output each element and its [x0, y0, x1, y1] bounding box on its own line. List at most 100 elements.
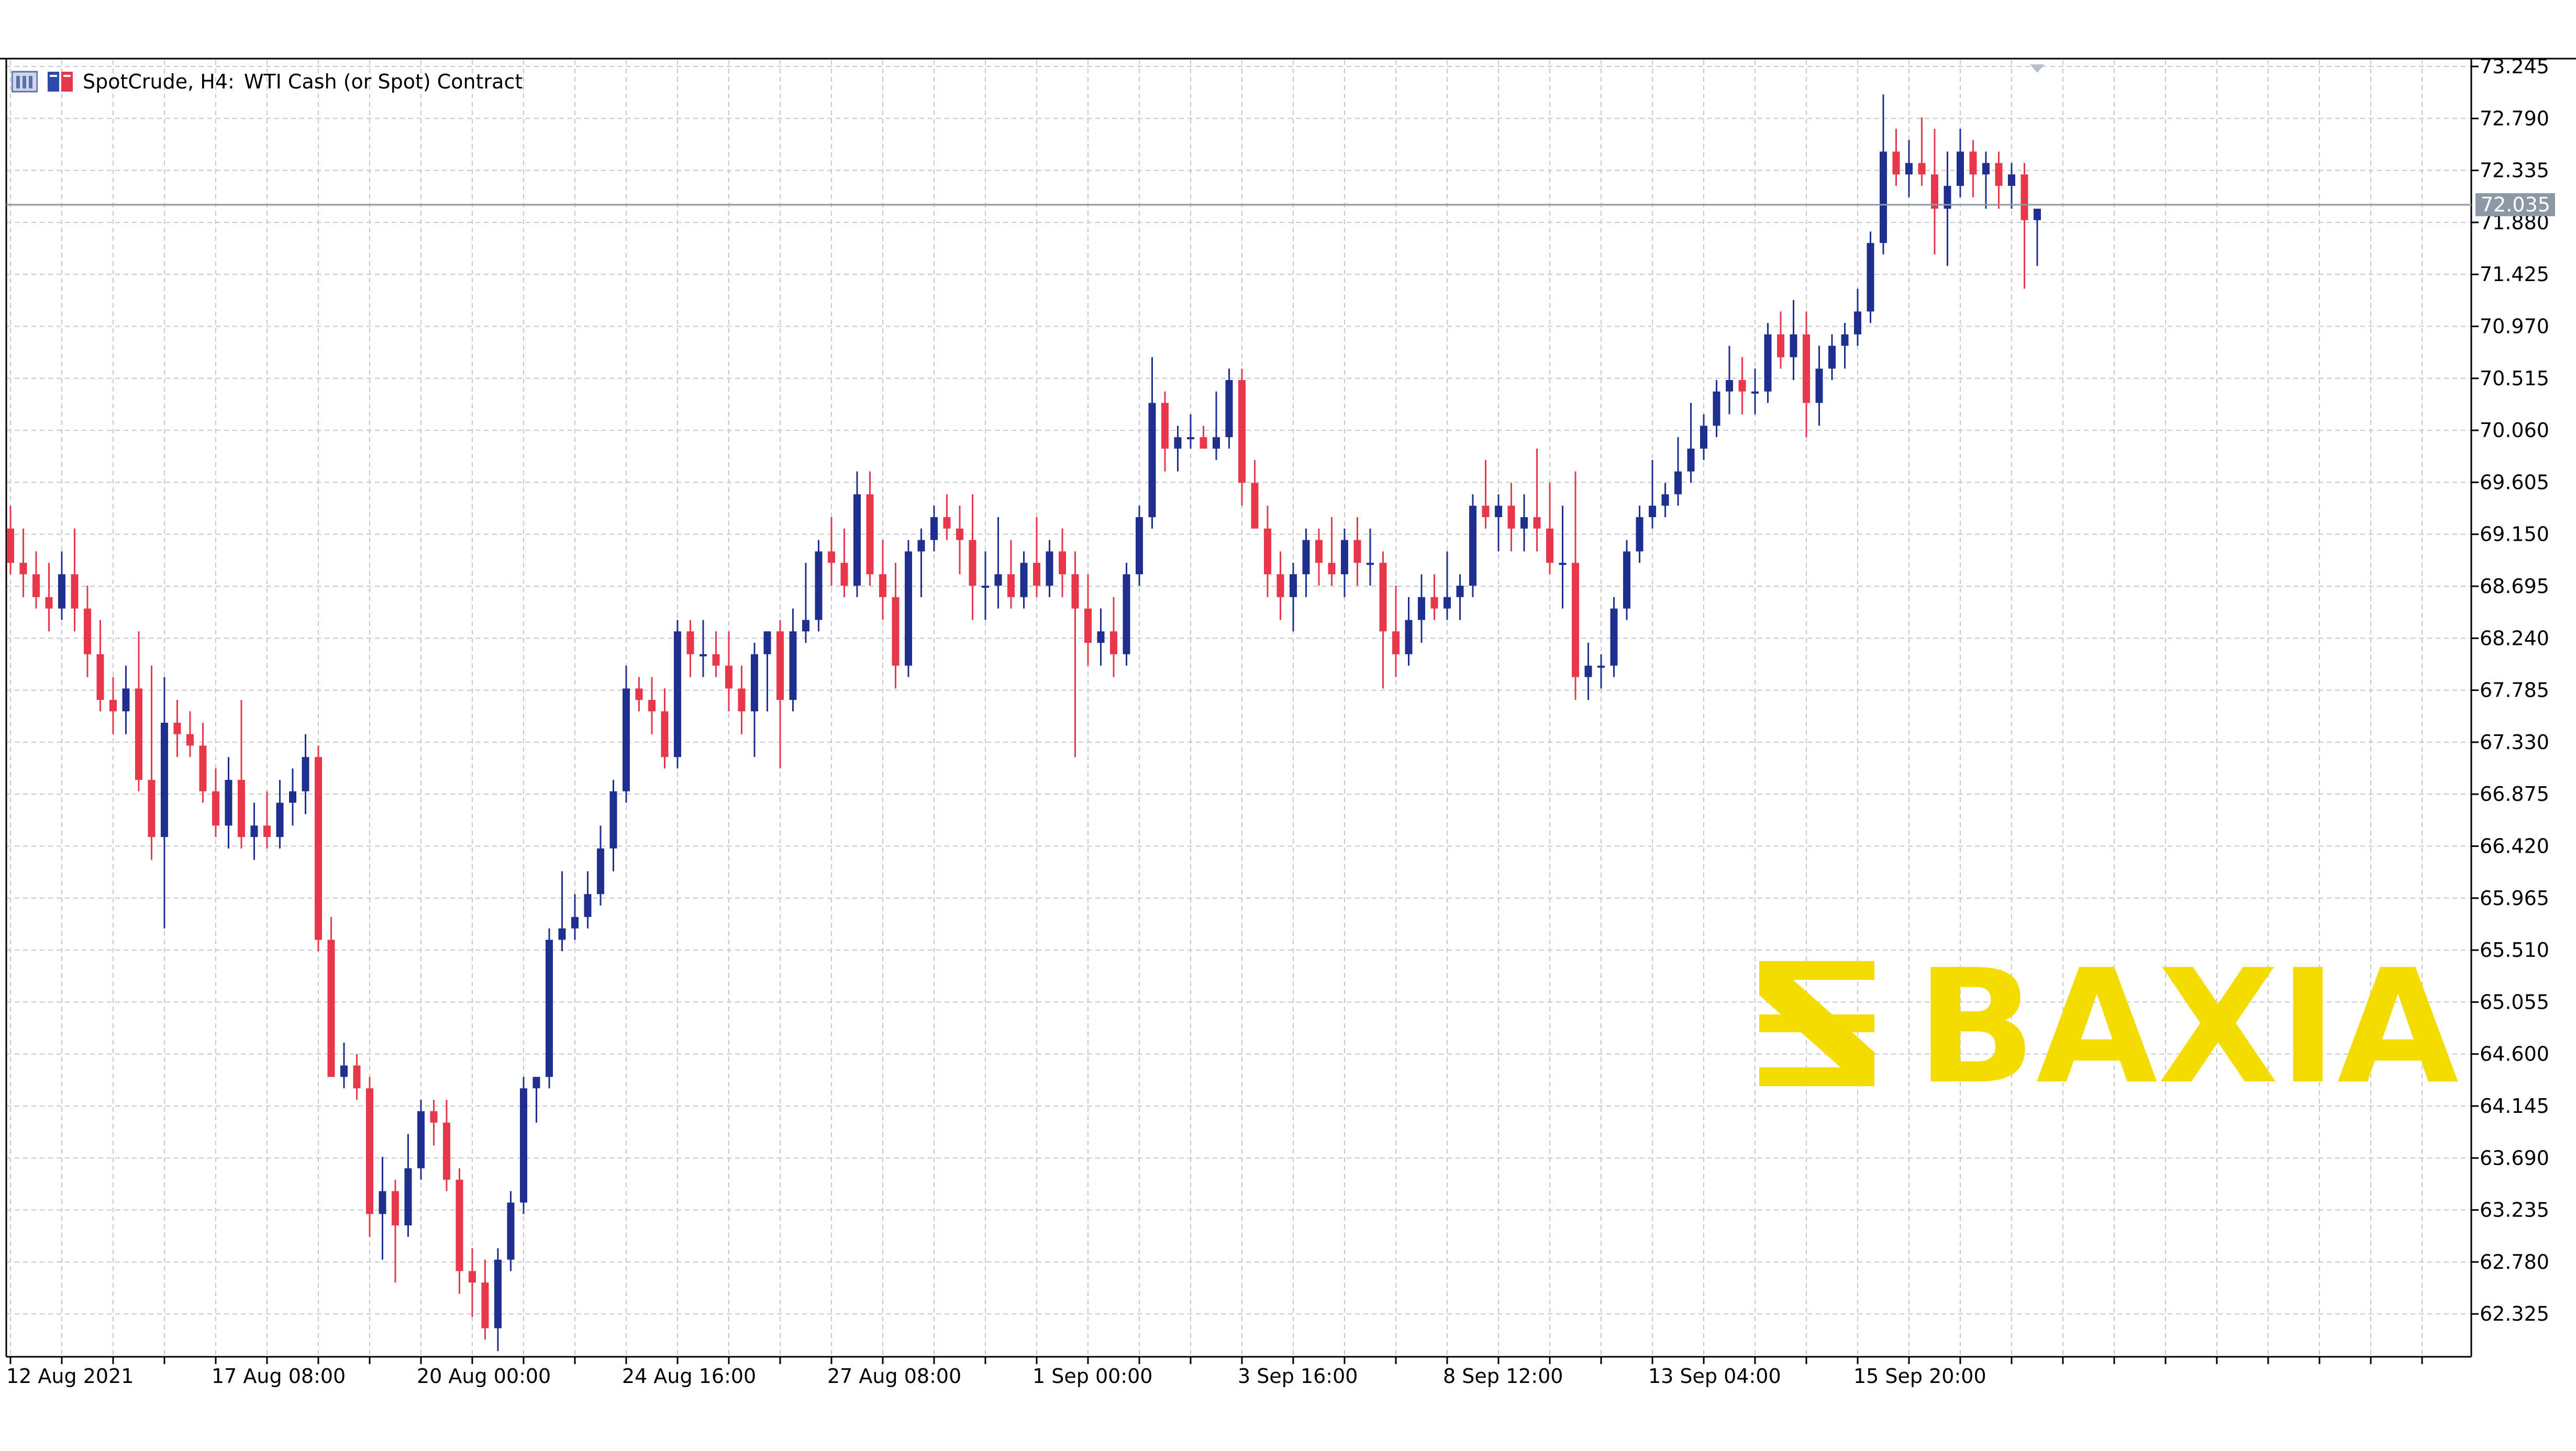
bullish-candle: [1584, 643, 1592, 700]
bullish-candle: [623, 665, 630, 803]
candle-body: [1392, 631, 1400, 654]
candle-body: [1084, 608, 1092, 643]
candle-body: [494, 1259, 502, 1329]
y-tick-label: 69.605: [2480, 471, 2549, 494]
candle-body: [276, 802, 284, 838]
candle-body: [930, 517, 938, 540]
bullish-candle: [1854, 288, 1861, 346]
candle-body: [1982, 163, 1990, 175]
bearish-candle: [1572, 471, 1579, 700]
candle-body: [1251, 483, 1259, 529]
bullish-candle: [1469, 494, 1476, 597]
candle-body: [1674, 471, 1682, 495]
bullish-candle: [1700, 414, 1707, 460]
bullish-candle: [1418, 574, 1425, 643]
bearish-candle: [661, 688, 669, 769]
candle-body: [623, 688, 630, 791]
candle-body: [1610, 608, 1618, 666]
bearish-candle: [956, 506, 963, 575]
candle-body: [1020, 563, 1028, 597]
bullish-candle: [1751, 369, 1759, 415]
candle-body: [1726, 380, 1733, 392]
bullish-candle: [1944, 151, 1951, 266]
bullish-candle: [2034, 208, 2041, 266]
candle-body: [1969, 151, 1977, 175]
candle-body: [392, 1191, 399, 1226]
bullish-candle: [289, 768, 296, 826]
candle-body: [199, 745, 207, 791]
bearish-candle: [1238, 369, 1246, 506]
candle-body: [225, 779, 232, 826]
candle-body: [686, 631, 694, 654]
bullish-candle: [58, 551, 65, 620]
candle-body: [674, 631, 681, 757]
bearish-candle: [71, 528, 79, 632]
candle-body: [1046, 551, 1053, 586]
candle-body: [417, 1111, 425, 1168]
candle-body: [571, 917, 579, 929]
candle-body: [1430, 597, 1438, 609]
candle-body: [1097, 631, 1105, 643]
candle-body: [1751, 391, 1759, 394]
x-tick-label: 24 Aug 16:00: [622, 1365, 756, 1388]
chart-window-icon[interactable]: [12, 70, 38, 93]
bearish-candle: [1918, 117, 1926, 186]
candle-body: [1867, 243, 1874, 312]
bearish-candle: [96, 620, 104, 711]
candle-body: [19, 563, 27, 575]
bullish-candle: [340, 1042, 348, 1089]
candle-body: [1161, 403, 1169, 449]
candle-body: [7, 528, 14, 563]
candle-body: [1071, 574, 1079, 609]
bullish-candle: [1790, 300, 1797, 381]
candle-body: [738, 688, 746, 711]
candle-body: [148, 779, 156, 838]
bullish-candle: [1367, 528, 1374, 586]
candle-body: [173, 722, 181, 734]
bearish-candle: [712, 631, 720, 677]
candle-body: [71, 574, 79, 609]
candle-body: [58, 574, 65, 609]
bullish-candle: [1674, 437, 1682, 506]
bullish-candle: [1520, 494, 1528, 552]
candle-body: [1418, 597, 1425, 620]
candle-body: [789, 631, 797, 700]
bearish-candle: [776, 620, 784, 769]
candle-body: [1148, 403, 1156, 517]
candle-body: [430, 1111, 438, 1123]
candle-body: [802, 620, 809, 632]
y-tick-label: 72.790: [2480, 107, 2549, 130]
candle-body: [828, 551, 835, 563]
bullish-candle: [1982, 151, 1990, 209]
bearish-candle: [1059, 528, 1066, 597]
bearish-candle: [315, 745, 322, 952]
bullish-candle: [1020, 551, 1028, 609]
candle-body: [956, 528, 963, 540]
bullish-candle: [122, 665, 130, 734]
bearish-candle: [1803, 311, 1810, 438]
candle-body: [1854, 311, 1861, 334]
bearish-candle: [443, 1099, 450, 1191]
trading-icon[interactable]: [47, 70, 73, 93]
bearish-candle: [1110, 597, 1117, 677]
candle-body: [635, 688, 643, 700]
bullish-candle: [597, 825, 604, 906]
bullish-candle: [1213, 391, 1220, 460]
bullish-candle: [1097, 608, 1105, 666]
bullish-candle: [982, 551, 989, 620]
candle-body: [250, 825, 258, 838]
baxia-watermark: BAXIA: [1759, 936, 2460, 1119]
candle-body: [1559, 563, 1567, 565]
candle-body: [1174, 437, 1182, 449]
candle-body: [186, 734, 194, 746]
bearish-candle: [135, 631, 142, 791]
y-tick-label: 72.335: [2480, 159, 2549, 182]
bearish-candle: [109, 677, 117, 734]
bearish-candle: [1161, 391, 1169, 472]
candle-body: [1533, 517, 1541, 529]
candle-body: [2034, 208, 2041, 220]
candle-body: [32, 574, 40, 597]
bullish-candle: [1841, 322, 1849, 369]
